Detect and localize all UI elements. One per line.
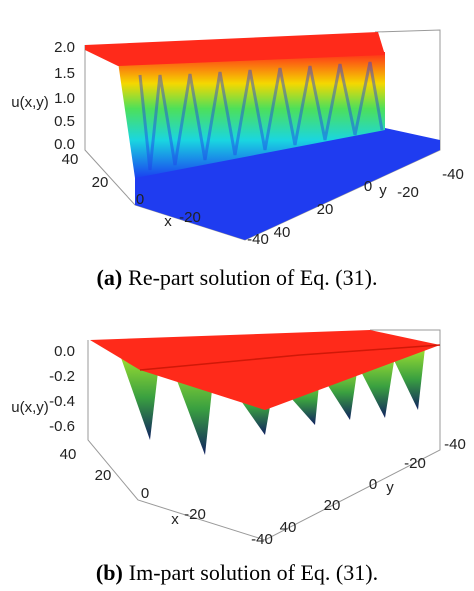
- x-tick-label: -40: [247, 231, 269, 248]
- x-tick-label: -40: [251, 531, 273, 548]
- x-tick-label: 40: [60, 446, 77, 463]
- y-tick-label: 40: [274, 224, 291, 241]
- caption-b: (b) Im-part solution of Eq. (31).: [96, 560, 378, 585]
- y-tick-label: -40: [444, 436, 466, 453]
- caption-a: (a) Re-part solution of Eq. (31).: [97, 265, 378, 290]
- surface-plot-a: [84, 29, 441, 241]
- z-tick-label: 0.5: [54, 113, 75, 130]
- z-tick-label: 0.0: [54, 343, 75, 360]
- box-edge: [87, 329, 441, 541]
- caption-text: Im-part solution of Eq. (31).: [129, 560, 378, 585]
- x-tick-label: 20: [95, 467, 112, 484]
- z-axis-label: u(x,y): [11, 399, 49, 416]
- y-tick-label: 0: [369, 476, 377, 493]
- caption-label: (a): [97, 265, 123, 290]
- z-tick-label: 2.0: [54, 39, 75, 56]
- y-tick-label: -20: [404, 455, 426, 472]
- surface-sheet: [90, 330, 440, 410]
- x-tick-label: 20: [92, 174, 109, 191]
- y-tick-label: -40: [442, 166, 464, 183]
- z-tick-label: 1.5: [54, 65, 75, 82]
- x-tick-label: 0: [136, 191, 144, 208]
- z-tick-label: 1.0: [54, 90, 75, 107]
- y-tick-label: -20: [397, 184, 419, 201]
- x-tick-label: -20: [184, 506, 206, 523]
- y-tick-label: 0: [364, 178, 372, 195]
- surface-wall: [118, 52, 385, 178]
- z-tick-label: -0.4: [49, 393, 75, 410]
- z-tick-label: -0.2: [49, 368, 75, 385]
- y-tick-label: 20: [317, 201, 334, 218]
- x-tick-label: -20: [179, 209, 201, 226]
- y-tick-label: 40: [280, 519, 297, 536]
- surface-top: [85, 32, 385, 66]
- caption-label: (b): [96, 560, 123, 585]
- surface-fold: [139, 344, 441, 371]
- z-tick-label: 0.0: [54, 136, 75, 153]
- x-axis-label: x: [164, 213, 172, 230]
- surface-plot-b: [87, 329, 441, 541]
- caption-text: Re-part solution of Eq. (31).: [128, 265, 377, 290]
- z-tick-label: -0.6: [49, 418, 75, 435]
- y-tick-label: 20: [324, 497, 341, 514]
- y-axis-label: y: [379, 182, 387, 199]
- x-tick-label: 40: [62, 151, 79, 168]
- surface-floor: [135, 128, 440, 240]
- x-tick-label: 0: [141, 485, 149, 502]
- surface-ripples: [138, 61, 384, 171]
- z-axis-label: u(x,y): [11, 94, 49, 111]
- x-axis-label: x: [171, 511, 179, 528]
- y-axis-label: y: [386, 479, 394, 496]
